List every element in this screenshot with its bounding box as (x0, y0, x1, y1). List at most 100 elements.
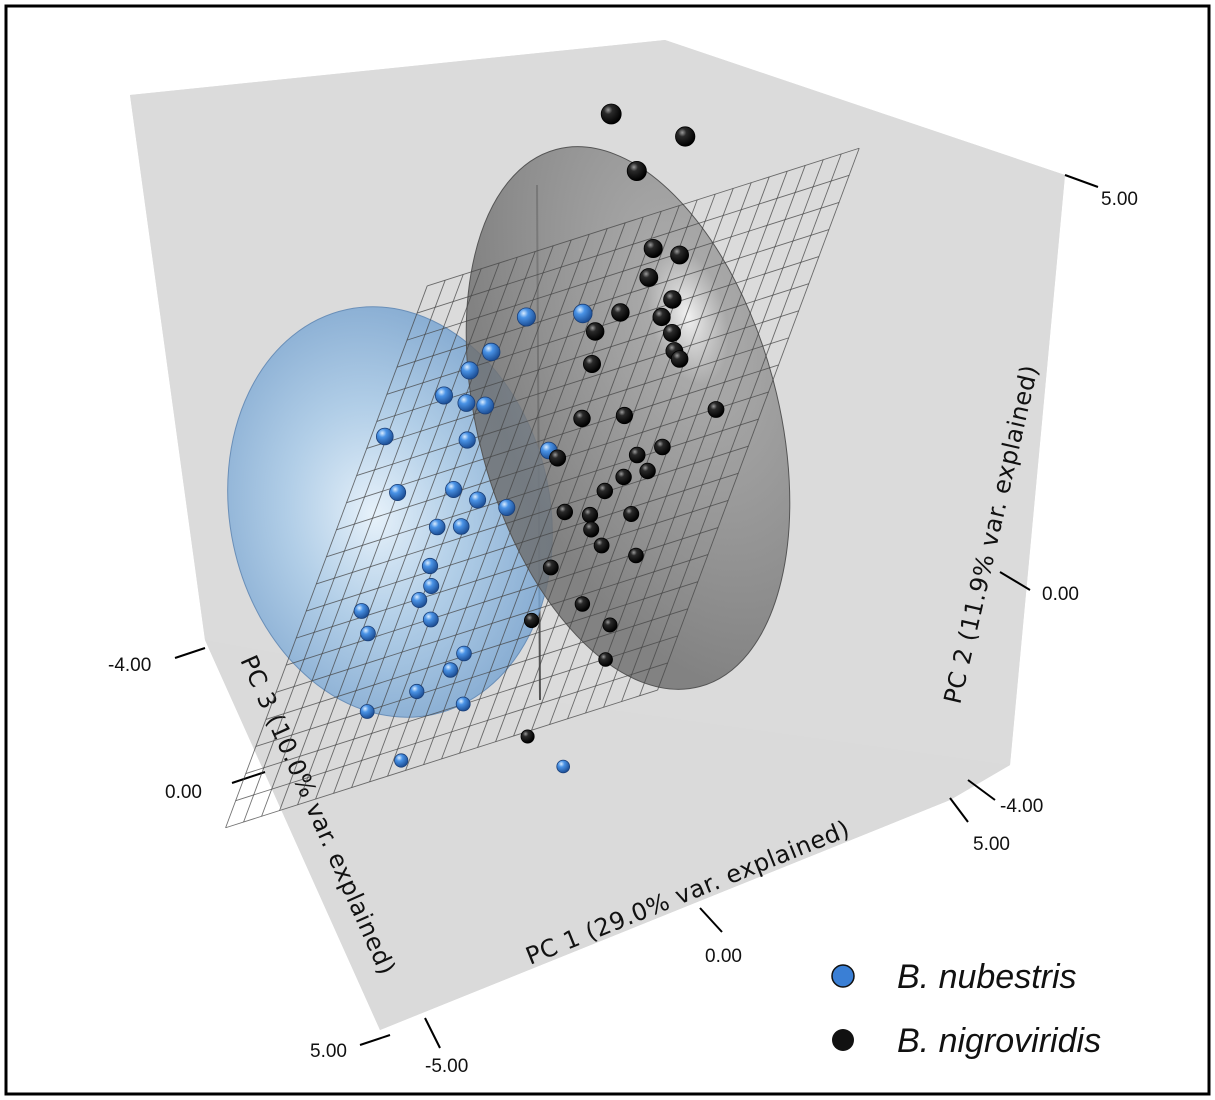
data-point-b-nubestris (457, 394, 476, 412)
data-point-b-nubestris (445, 480, 463, 498)
data-point-b-nigroviridis (586, 322, 605, 341)
data-point-b-nigroviridis (600, 103, 622, 125)
y-tick-5 (1064, 174, 1099, 188)
data-point-b-nubestris (423, 578, 440, 595)
data-point-b-nubestris (469, 491, 487, 509)
data-point-b-nubestris (389, 483, 407, 501)
legend: B. nubestris B. nigroviridis (831, 958, 1101, 1060)
data-point-b-nubestris (442, 662, 459, 678)
data-point-b-nigroviridis (623, 505, 640, 522)
z-tick-0 (231, 771, 266, 784)
data-point-b-nigroviridis (602, 617, 618, 633)
data-point-b-nubestris (516, 307, 536, 327)
plane-grid-line (416, 174, 850, 314)
data-point-b-nigroviridis (615, 406, 634, 425)
data-point-b-nigroviridis (583, 521, 600, 538)
plane-grid-line (356, 337, 789, 477)
data-point-b-nubestris (460, 361, 479, 380)
plane-grid-line (265, 581, 699, 720)
plane-grid-line (406, 202, 840, 341)
plane-grid-line (255, 608, 688, 747)
data-point-b-nigroviridis (574, 596, 591, 612)
tick-labels: 5.00 0.00 -4.00 -4.00 0.00 5.00 -5.00 0.… (108, 189, 1138, 1077)
figure-border (4, 4, 1211, 1096)
data-points (353, 103, 725, 774)
data-point-b-nigroviridis (626, 160, 647, 181)
data-point-b-nubestris (556, 759, 570, 774)
data-point-b-nigroviridis (628, 446, 646, 464)
legend-label-b-nubestris: B. nubestris (897, 958, 1077, 996)
y-tick-label-5: 5.00 (1101, 189, 1138, 210)
data-point-b-nigroviridis (549, 449, 567, 467)
y-tick-m4 (967, 779, 996, 801)
plane-grid-line (326, 418, 759, 558)
x-tick-5 (949, 797, 969, 823)
data-point-b-nigroviridis (670, 350, 689, 368)
data-point-b-nubestris (455, 696, 471, 712)
z-tick-label-0: 0.00 (165, 782, 202, 803)
data-point-b-nubestris (498, 498, 516, 516)
data-point-b-nigroviridis (639, 268, 659, 287)
data-point-b-nigroviridis (593, 537, 610, 554)
data-point-b-nigroviridis (615, 468, 632, 486)
y-tick-label-m4: -4.00 (1000, 796, 1043, 817)
data-point-b-nigroviridis (652, 307, 671, 327)
data-point-b-nubestris (428, 518, 446, 536)
data-point-b-nigroviridis (628, 547, 644, 564)
x-tick-label-m5: -5.00 (425, 1056, 468, 1077)
plane-grid-line (386, 256, 820, 395)
data-point-b-nigroviridis (523, 612, 540, 629)
data-point-b-nigroviridis (707, 401, 725, 418)
z-tick-label-5: 5.00 (310, 1041, 347, 1062)
data-point-b-nubestris (409, 683, 425, 700)
data-point-b-nubestris (452, 518, 470, 535)
plane-grid-line (427, 147, 860, 287)
legend-label-b-nigroviridis: B. nigroviridis (897, 1022, 1101, 1060)
data-point-b-nigroviridis (663, 290, 682, 309)
plane-grid-line (275, 554, 709, 693)
data-point-b-nigroviridis (598, 652, 613, 667)
data-point-b-nigroviridis (639, 462, 656, 480)
data-point-b-nigroviridis (675, 126, 696, 147)
z-tick-label-m4: -4.00 (108, 655, 151, 676)
data-point-b-nubestris (476, 396, 495, 415)
data-point-b-nigroviridis (520, 729, 535, 744)
plane-grid-line (346, 364, 779, 504)
y-tick-label-0: 0.00 (1042, 584, 1079, 605)
data-point-b-nubestris (359, 704, 375, 719)
legend-marker-b-nigroviridis (832, 1029, 854, 1051)
data-point-b-nigroviridis (556, 503, 574, 521)
legend-marker-b-nubestris (831, 964, 855, 988)
z-tick-5 (359, 1034, 391, 1046)
data-point-b-nubestris (458, 431, 476, 449)
data-point-b-nigroviridis (583, 354, 602, 373)
data-point-b-nubestris (482, 342, 501, 362)
x-tick-label-0: 0.00 (705, 946, 742, 967)
plane-grid-line (396, 229, 830, 368)
data-point-b-nigroviridis (663, 323, 682, 342)
data-point-b-nubestris (456, 645, 472, 662)
plane-grid-line (306, 472, 739, 612)
plane-grid-line (235, 662, 668, 802)
plane-grid-line (285, 527, 719, 666)
plane-grid-line (316, 445, 749, 585)
data-point-b-nubestris (411, 592, 428, 609)
data-point-b-nubestris (573, 303, 593, 324)
data-point-b-nubestris (375, 427, 394, 446)
data-point-b-nigroviridis (654, 438, 671, 456)
data-point-b-nigroviridis (542, 559, 559, 576)
data-point-b-nigroviridis (573, 409, 591, 428)
plane-grid-line (225, 689, 658, 829)
y-tick-0 (999, 571, 1031, 591)
data-point-b-nubestris (421, 557, 439, 575)
z-tick-m4 (174, 647, 206, 659)
data-point-b-nigroviridis (581, 506, 599, 524)
data-point-b-nubestris (434, 386, 453, 405)
data-point-b-nubestris (422, 611, 439, 628)
data-point-b-nubestris (353, 603, 370, 619)
x-tick-0 (699, 907, 723, 933)
data-point-b-nigroviridis (643, 238, 663, 258)
data-point-b-nigroviridis (596, 482, 614, 500)
plane-grid-line (366, 310, 799, 449)
